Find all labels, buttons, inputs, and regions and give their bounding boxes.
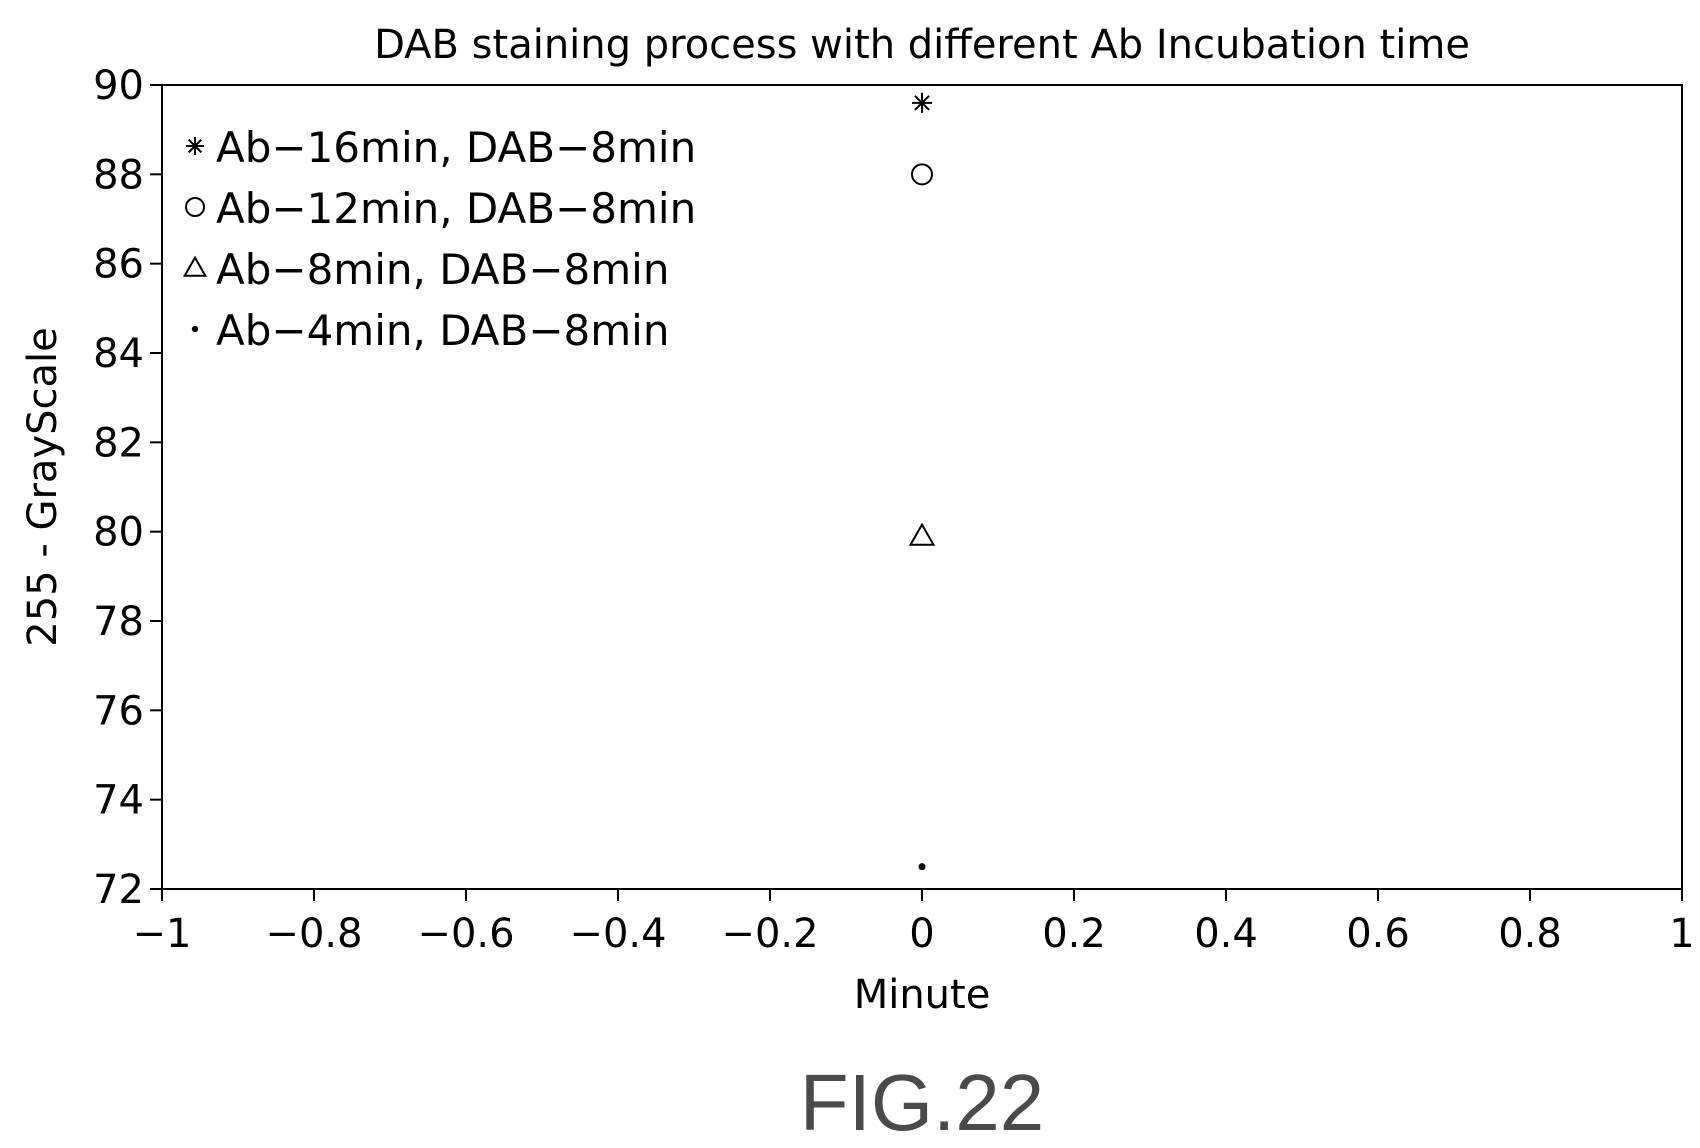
data-points: [908, 92, 936, 871]
x-tick-label: 0: [909, 911, 934, 957]
x-tick-label: −0.6: [417, 911, 514, 957]
x-tick-label: 1: [1669, 911, 1694, 957]
x-tick-label: −1: [133, 911, 192, 957]
x-tick-label: 0.8: [1498, 911, 1562, 957]
x-tick-label: −0.2: [721, 911, 818, 957]
y-axis: 72 74 76 78 80 82 84 86 88 90: [93, 63, 162, 913]
y-axis-label: 255 - GrayScale: [20, 327, 66, 646]
legend-marker-star: [186, 137, 204, 155]
x-tick-label: −0.8: [265, 911, 362, 957]
x-tick-label: −0.4: [569, 911, 666, 957]
y-tick-label: 84: [93, 331, 144, 377]
x-tick-label: 0.4: [1194, 911, 1258, 957]
y-tick-label: 72: [93, 867, 144, 913]
legend-label: Ab−16min, DAB−8min: [216, 123, 696, 172]
legend-marker-triangle: [182, 255, 208, 277]
figure-label: FIG.22: [800, 1058, 1045, 1147]
data-point-triangle: [908, 522, 936, 546]
y-tick-label: 78: [93, 599, 144, 645]
y-tick-label: 80: [93, 510, 144, 556]
legend-label: Ab−8min, DAB−8min: [216, 245, 669, 294]
y-tick-label: 90: [93, 63, 144, 109]
y-tick-label: 74: [93, 778, 144, 824]
chart-title: DAB staining process with different Ab I…: [374, 22, 1470, 68]
x-axis: −1 −0.8 −0.6 −0.4 −0.2 0 0.2 0.4 0.6 0.8 1: [133, 889, 1695, 957]
data-point-star: [912, 92, 932, 113]
y-tick-label: 76: [93, 688, 144, 734]
legend: Ab−16min, DAB−8min Ab−12min, DAB−8min Ab−8…: [182, 123, 696, 355]
legend-label: Ab−4min, DAB−8min: [216, 306, 669, 355]
legend-label: Ab−12min, DAB−8min: [216, 184, 696, 233]
data-point-circle: [911, 163, 933, 186]
y-tick-label: 82: [93, 420, 144, 466]
y-tick-label: 86: [93, 242, 144, 288]
data-point-dot: [918, 863, 926, 871]
legend-marker-circle: [185, 197, 205, 217]
x-tick-label: 0.6: [1346, 911, 1410, 957]
x-tick-label: 0.2: [1042, 911, 1106, 957]
x-axis-label: Minute: [854, 972, 991, 1018]
y-tick-label: 88: [93, 152, 144, 198]
legend-marker-dot: [191, 325, 199, 333]
